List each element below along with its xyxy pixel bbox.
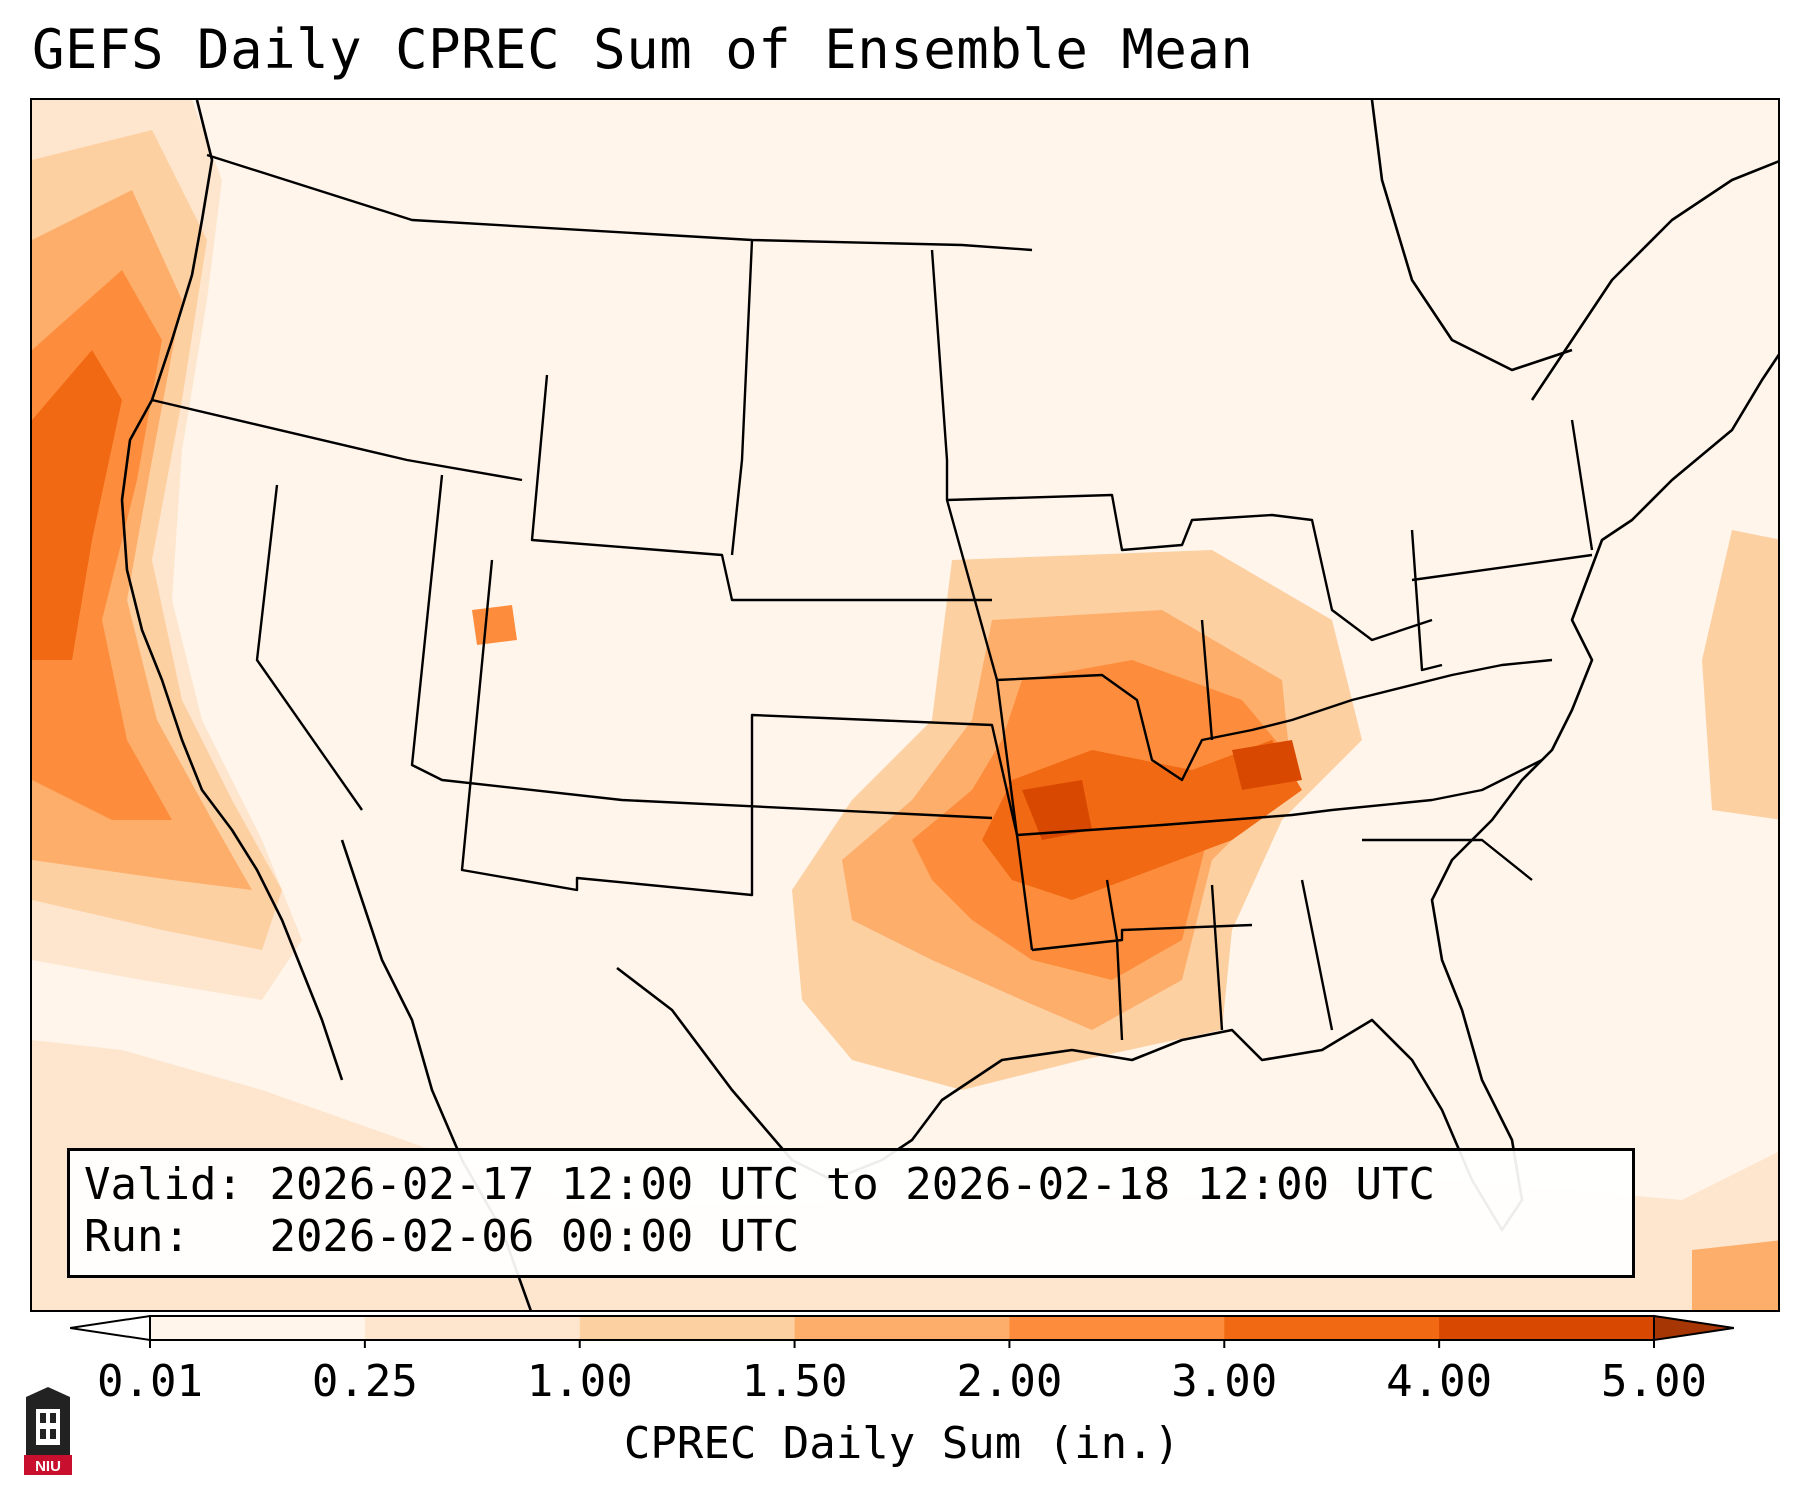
colorbar-segment (364, 1316, 581, 1340)
niu-logo: NIU (24, 1387, 72, 1475)
colorbar-segment (794, 1316, 1010, 1340)
colorbar-over-triangle (1653, 1314, 1734, 1342)
colorbar-segments (150, 1316, 1655, 1340)
colorbar-tick-label: 4.00 (1386, 1356, 1493, 1407)
page-title: GEFS Daily CPREC Sum of Ensemble Mean (32, 18, 1254, 81)
colorbar-segment (1009, 1316, 1225, 1340)
colorbar-title: CPREC Daily Sum (in.) (623, 1418, 1181, 1469)
colorbar-tick-label: 0.01 (97, 1356, 203, 1407)
colorbar-tick-label: 2.00 (956, 1356, 1063, 1407)
run-time: 2026-02-06 00:00 UTC (269, 1211, 800, 1262)
colorbar (70, 1314, 1734, 1348)
valid-run-info-box: Valid: 2026-02-17 12:00 UTC to 2026-02-1… (67, 1148, 1635, 1278)
svg-text:NIU: NIU (35, 1458, 61, 1475)
valid-label: Valid: (84, 1159, 243, 1210)
colorbar-segment (579, 1316, 796, 1340)
colorbar-tick-label: 0.25 (311, 1356, 418, 1407)
colorbar-tick-label: 3.00 (1171, 1356, 1278, 1407)
run-label: Run: (84, 1211, 190, 1262)
map-canvas (32, 100, 1778, 1310)
colorbar-segment (1439, 1316, 1655, 1340)
colorbar-segment (150, 1316, 366, 1340)
colorbar-tick-label: 1.00 (526, 1356, 633, 1407)
map-panel (30, 98, 1780, 1312)
colorbar-tick-label: 5.00 (1601, 1356, 1707, 1407)
colorbar-tick-label: 1.50 (741, 1356, 848, 1407)
valid-time-range: 2026-02-17 12:00 UTC to 2026-02-18 12:00… (269, 1159, 1436, 1210)
colorbar-under-triangle (70, 1314, 151, 1342)
state-borders (151, 153, 1594, 1041)
colorbar-segment (1224, 1316, 1440, 1340)
